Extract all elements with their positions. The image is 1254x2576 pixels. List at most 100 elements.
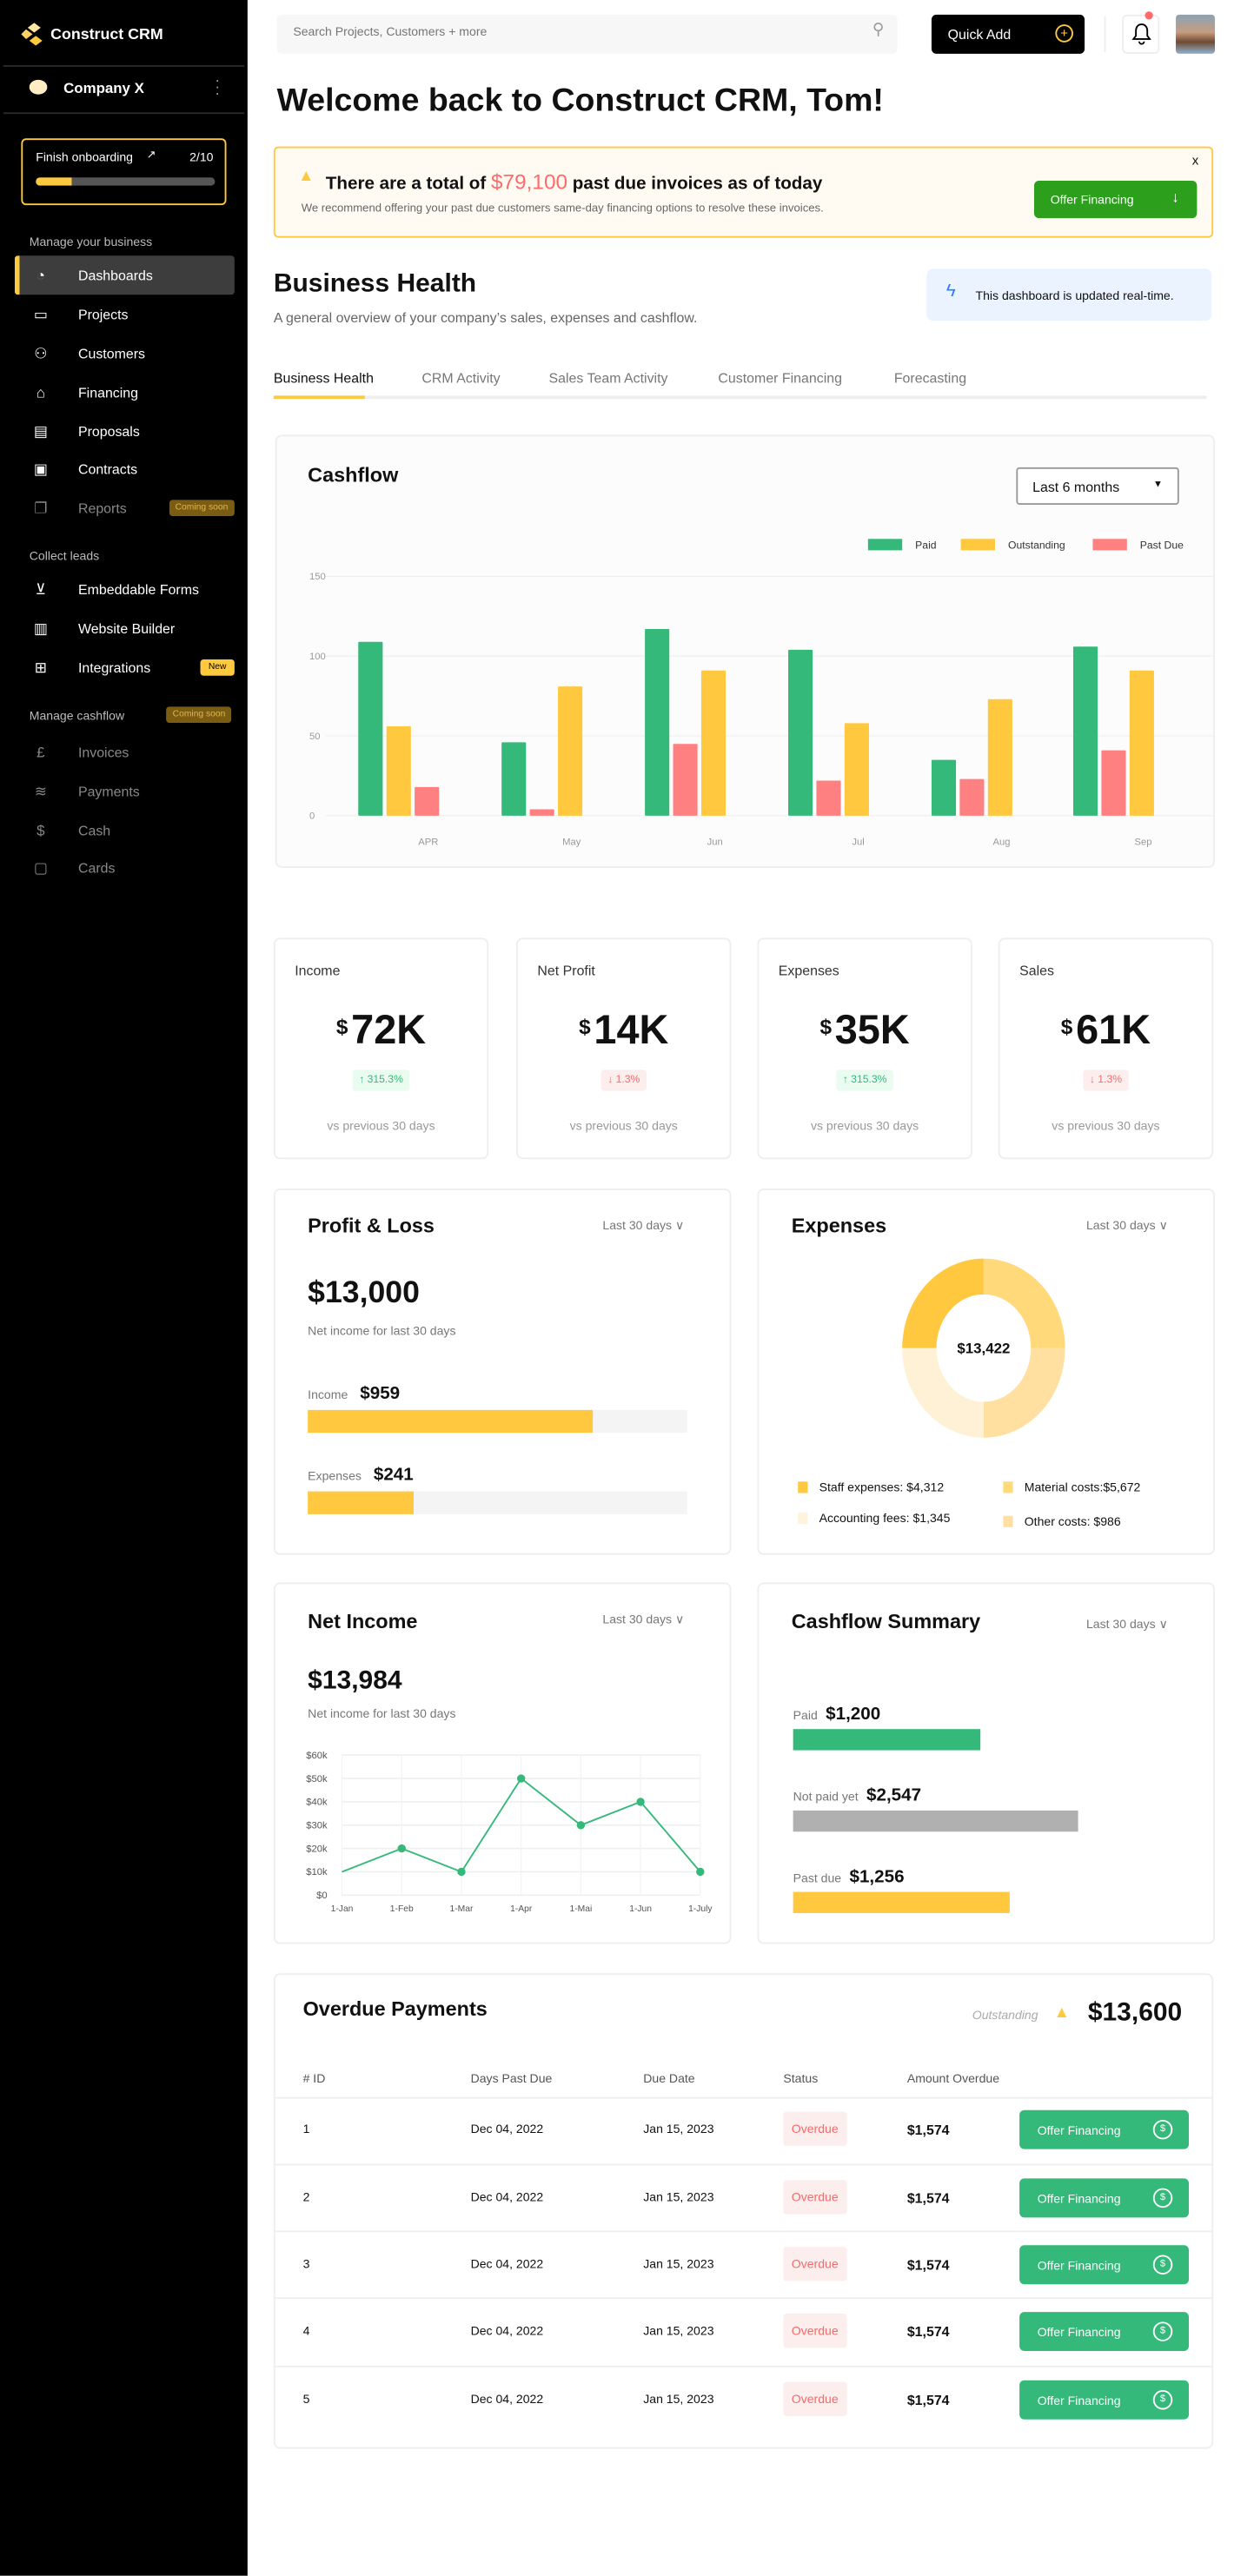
metric-change-badge: ↑ 315.3% [836,1069,893,1091]
legend-label: Past Due [1140,540,1184,552]
data-point [636,1798,645,1806]
net-income-range[interactable]: Last 30 days ∨ [602,1612,684,1626]
expenses-value: $241 [373,1465,414,1486]
cashflow-summary-item: Not paid yet $2,547 [793,1779,921,1809]
sidebar-item-contracts[interactable]: ▣ Contracts [15,449,235,488]
user-avatar[interactable] [1176,14,1216,54]
cell-id: 1 [302,2121,310,2136]
currency-symbol: $ [579,1014,591,1039]
y-tick-label: $40k [306,1798,328,1808]
legend-swatch [1003,1515,1013,1527]
range-select[interactable]: Last 6 months ▼ [1016,467,1179,505]
sidebar-item-label: Customers [77,345,145,362]
search-bar[interactable]: ⚲ [276,14,898,54]
overdue-title: Overdue Payments [302,1997,488,2021]
bar-paid [788,649,813,816]
y-tick-label: $0 [316,1891,328,1901]
tab-customer-financing[interactable]: Customer Financing [718,369,842,387]
profit-loss-value: $13,000 [308,1276,420,1311]
bar-past-due [1101,750,1126,816]
expenses-donut-chart [902,1258,1065,1438]
sidebar: Construct CRM Company X · · · Finish onboa… [0,0,248,2576]
tab-sales-team-activity[interactable]: Sales Team Activity [548,369,668,387]
legend-label: Outstanding [1008,540,1065,552]
metric-label: Net Profit [537,962,595,979]
tab-crm-activity[interactable]: CRM Activity [421,369,501,387]
warning-icon: ▲ [1053,2003,1071,2023]
currency-symbol: $ [1060,1014,1073,1039]
bar-outstanding [987,699,1012,816]
cashflow-summary-range[interactable]: Last 30 days ∨ [1086,1617,1168,1632]
alert-text-post: past due invoices as of today [572,174,823,195]
button-label: Offer Financing [1037,2190,1121,2206]
onboarding-card[interactable]: Finish onboarding ↗ 2/10 [21,138,227,206]
more-options-icon[interactable]: · · · [215,71,220,102]
close-icon[interactable]: x [1191,153,1199,169]
offer-financing-button[interactable]: Offer Financing ↓ [1033,181,1198,219]
metric-comparison: vs previous 30 days [1052,1118,1160,1134]
sidebar-item-integrations[interactable]: ⊞ Integrations New [15,648,235,687]
metric-amount: 14K [594,1008,669,1054]
sidebar-item-dashboards[interactable]: ◔ Dashboards [14,255,235,295]
new-badge: New [200,659,235,676]
profit-loss-title: Profit & Loss [308,1215,435,1238]
sidebar-item-projects[interactable]: ▭ Projects [15,295,235,334]
sidebar-item-embeddable-forms[interactable]: ⊻ Embeddable Forms [15,570,235,609]
sidebar-item-website-builder[interactable]: ▥ Website Builder [15,609,235,648]
sidebar-item-proposals[interactable]: ▤ Proposals [15,412,235,451]
bar-paid [931,759,957,816]
sidebar-item-reports[interactable]: ❐ Reports Coming soon [15,488,235,527]
offer-financing-button[interactable]: Offer Financing $ [1019,2109,1190,2149]
outstanding-value: $13,600 [1087,1999,1183,2028]
offer-financing-button[interactable]: Offer Financing $ [1019,2178,1190,2218]
offer-financing-button[interactable]: Offer Financing $ [1019,2380,1190,2420]
dollar-circle-arrow-icon: $ [1152,2321,1173,2341]
expenses-title: Expenses [791,1215,887,1238]
metric-change-badge: ↑ 315.3% [352,1069,410,1091]
bar-paid [501,742,527,816]
tab-forecasting[interactable]: Forecasting [893,369,967,387]
bar-paid [358,641,383,816]
bar-outstanding [844,723,869,816]
realtime-text: This dashboard is updated real-time. [975,288,1174,303]
sidebar-item-cards[interactable]: ▢ Cards [15,848,235,887]
logo-icon [21,21,47,55]
metric-comparison: vs previous 30 days [327,1118,435,1134]
profit-loss-range[interactable]: Last 30 days ∨ [602,1218,684,1233]
tab-business-health[interactable]: Business Health [273,369,374,387]
donut-slice-accounting [902,1348,984,1438]
quick-add-button[interactable]: Quick Add + [931,14,1085,54]
sidebar-item-label: Integrations [77,659,151,676]
data-point [397,1844,406,1853]
sidebar-item-invoices[interactable]: £ Invoices [15,732,235,771]
quick-add-label: Quick Add [947,25,1012,43]
bar-outstanding [558,686,583,816]
sidebar-item-cash[interactable]: $ Cash [15,811,235,850]
expenses-legend-label: Material costs:$5,672 [1024,1480,1141,1495]
notifications-button[interactable] [1122,11,1160,54]
offer-financing-button[interactable]: Offer Financing $ [1019,2245,1190,2285]
button-label: Offer Financing [1037,2257,1121,2273]
expenses-range[interactable]: Last 30 days ∨ [1086,1218,1168,1233]
sidebar-item-financing[interactable]: ⌂ Financing [15,373,235,412]
external-link-icon: ↗ [146,149,156,162]
y-tick-label: $20k [306,1844,328,1854]
button-label: Offer Financing [1037,2122,1121,2137]
x-tick-label: 1-Feb [390,1904,414,1914]
legend-swatch [960,539,996,551]
cell-due: Jan 15, 2023 [643,2189,714,2205]
sidebar-item-customers[interactable]: ⚇ Customers [15,334,235,373]
sidebar-item-payments[interactable]: ≋ Payments [15,771,235,811]
payments-icon: ≋ [34,782,47,799]
offer-financing-button[interactable]: Offer Financing $ [1019,2312,1190,2352]
legend-swatch [867,539,903,551]
users-icon: ⚇ [34,344,48,361]
search-icon[interactable]: ⚲ [872,21,885,39]
cell-days: Dec 04, 2022 [470,2256,544,2272]
bell-icon [1131,23,1151,45]
company-name[interactable]: Company X [63,79,144,96]
income-bar [308,1409,687,1434]
search-input[interactable] [289,23,851,41]
expenses-legend-label: Accounting fees: $1,345 [819,1511,951,1526]
pound-coin-icon: £ [36,744,45,761]
